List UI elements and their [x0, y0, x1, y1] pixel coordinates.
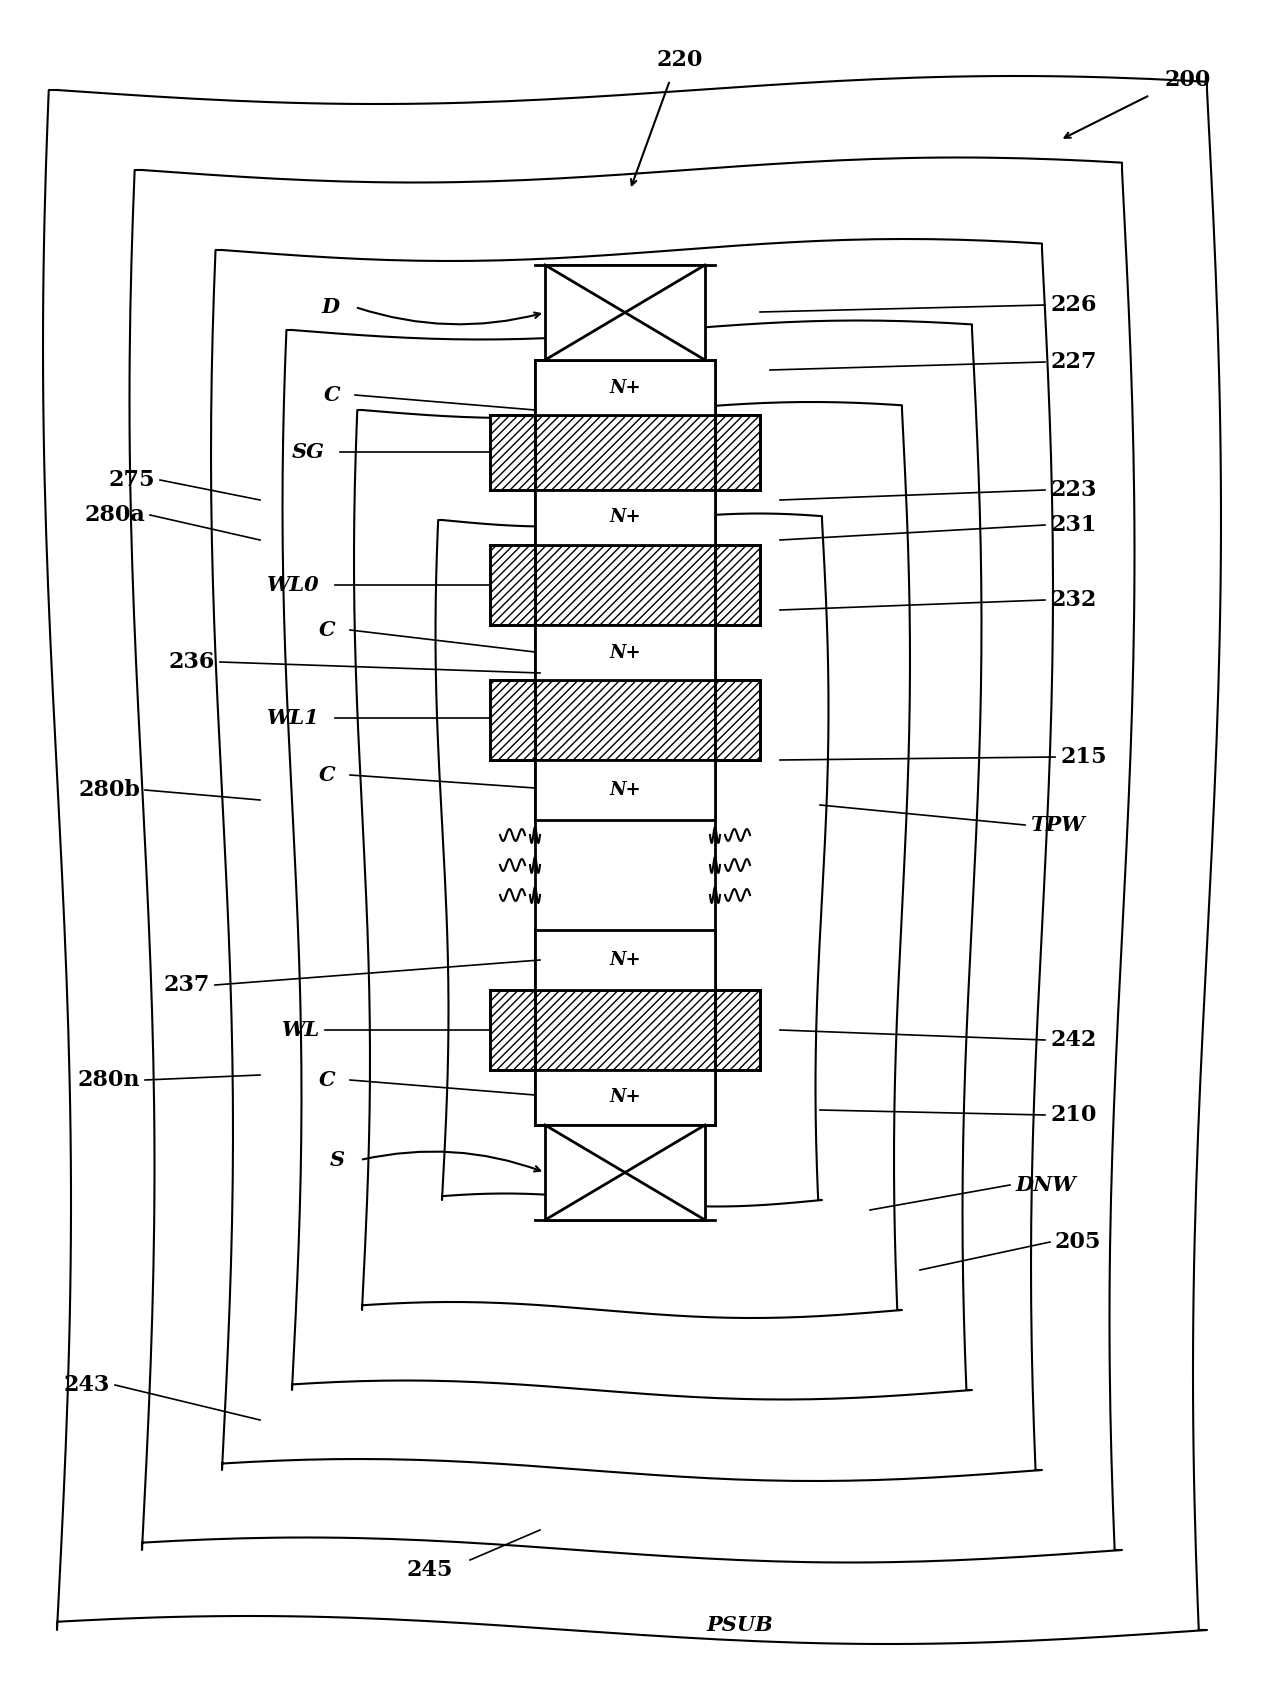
Text: N+: N+ [609, 508, 641, 527]
Text: 280n: 280n [77, 1069, 140, 1091]
Text: 232: 232 [1050, 588, 1096, 610]
Text: 231: 231 [1050, 513, 1096, 536]
Bar [490, 546, 760, 626]
Text: D: D [322, 298, 340, 316]
Text: N+: N+ [609, 950, 641, 969]
Text: 275: 275 [109, 469, 155, 491]
Text: 236: 236 [168, 651, 215, 673]
Text: 210: 210 [1050, 1103, 1096, 1125]
Text: 245: 245 [407, 1559, 454, 1581]
Text: 223: 223 [1050, 479, 1096, 502]
Bar [545, 265, 705, 360]
Text: 237: 237 [163, 974, 210, 996]
Text: DNW: DNW [1015, 1175, 1076, 1195]
Text: N+: N+ [609, 1088, 641, 1107]
Bar [490, 680, 760, 760]
Bar [535, 930, 715, 989]
Text: 243: 243 [63, 1374, 110, 1396]
Text: 215: 215 [1060, 746, 1106, 768]
Bar [545, 1125, 705, 1221]
Text: N+: N+ [609, 780, 641, 799]
Text: S: S [330, 1149, 345, 1170]
Text: PSUB: PSUB [707, 1615, 774, 1635]
Text: N+: N+ [609, 379, 641, 396]
Bar [535, 760, 715, 819]
Text: 226: 226 [1050, 294, 1096, 316]
Text: 280a: 280a [85, 503, 145, 525]
Text: 200: 200 [1165, 70, 1211, 92]
Bar [535, 626, 715, 680]
Text: C: C [319, 620, 335, 639]
Bar [535, 1069, 715, 1125]
Text: 220: 220 [657, 49, 703, 71]
Text: 280b: 280b [78, 779, 140, 801]
Text: 242: 242 [1050, 1028, 1096, 1051]
Text: TPW: TPW [1030, 814, 1085, 835]
Text: SG: SG [292, 442, 325, 462]
Text: WL: WL [282, 1020, 320, 1040]
Text: N+: N+ [609, 644, 641, 661]
Text: 205: 205 [1055, 1231, 1101, 1253]
Text: C: C [319, 1069, 335, 1090]
Bar [490, 989, 760, 1069]
Bar [490, 415, 760, 490]
Bar [535, 490, 715, 546]
Text: WL1: WL1 [268, 707, 320, 728]
Text: C: C [319, 765, 335, 785]
Text: 227: 227 [1050, 350, 1096, 372]
Text: C: C [324, 384, 340, 405]
Bar [535, 360, 715, 415]
Text: WL0: WL0 [268, 575, 320, 595]
